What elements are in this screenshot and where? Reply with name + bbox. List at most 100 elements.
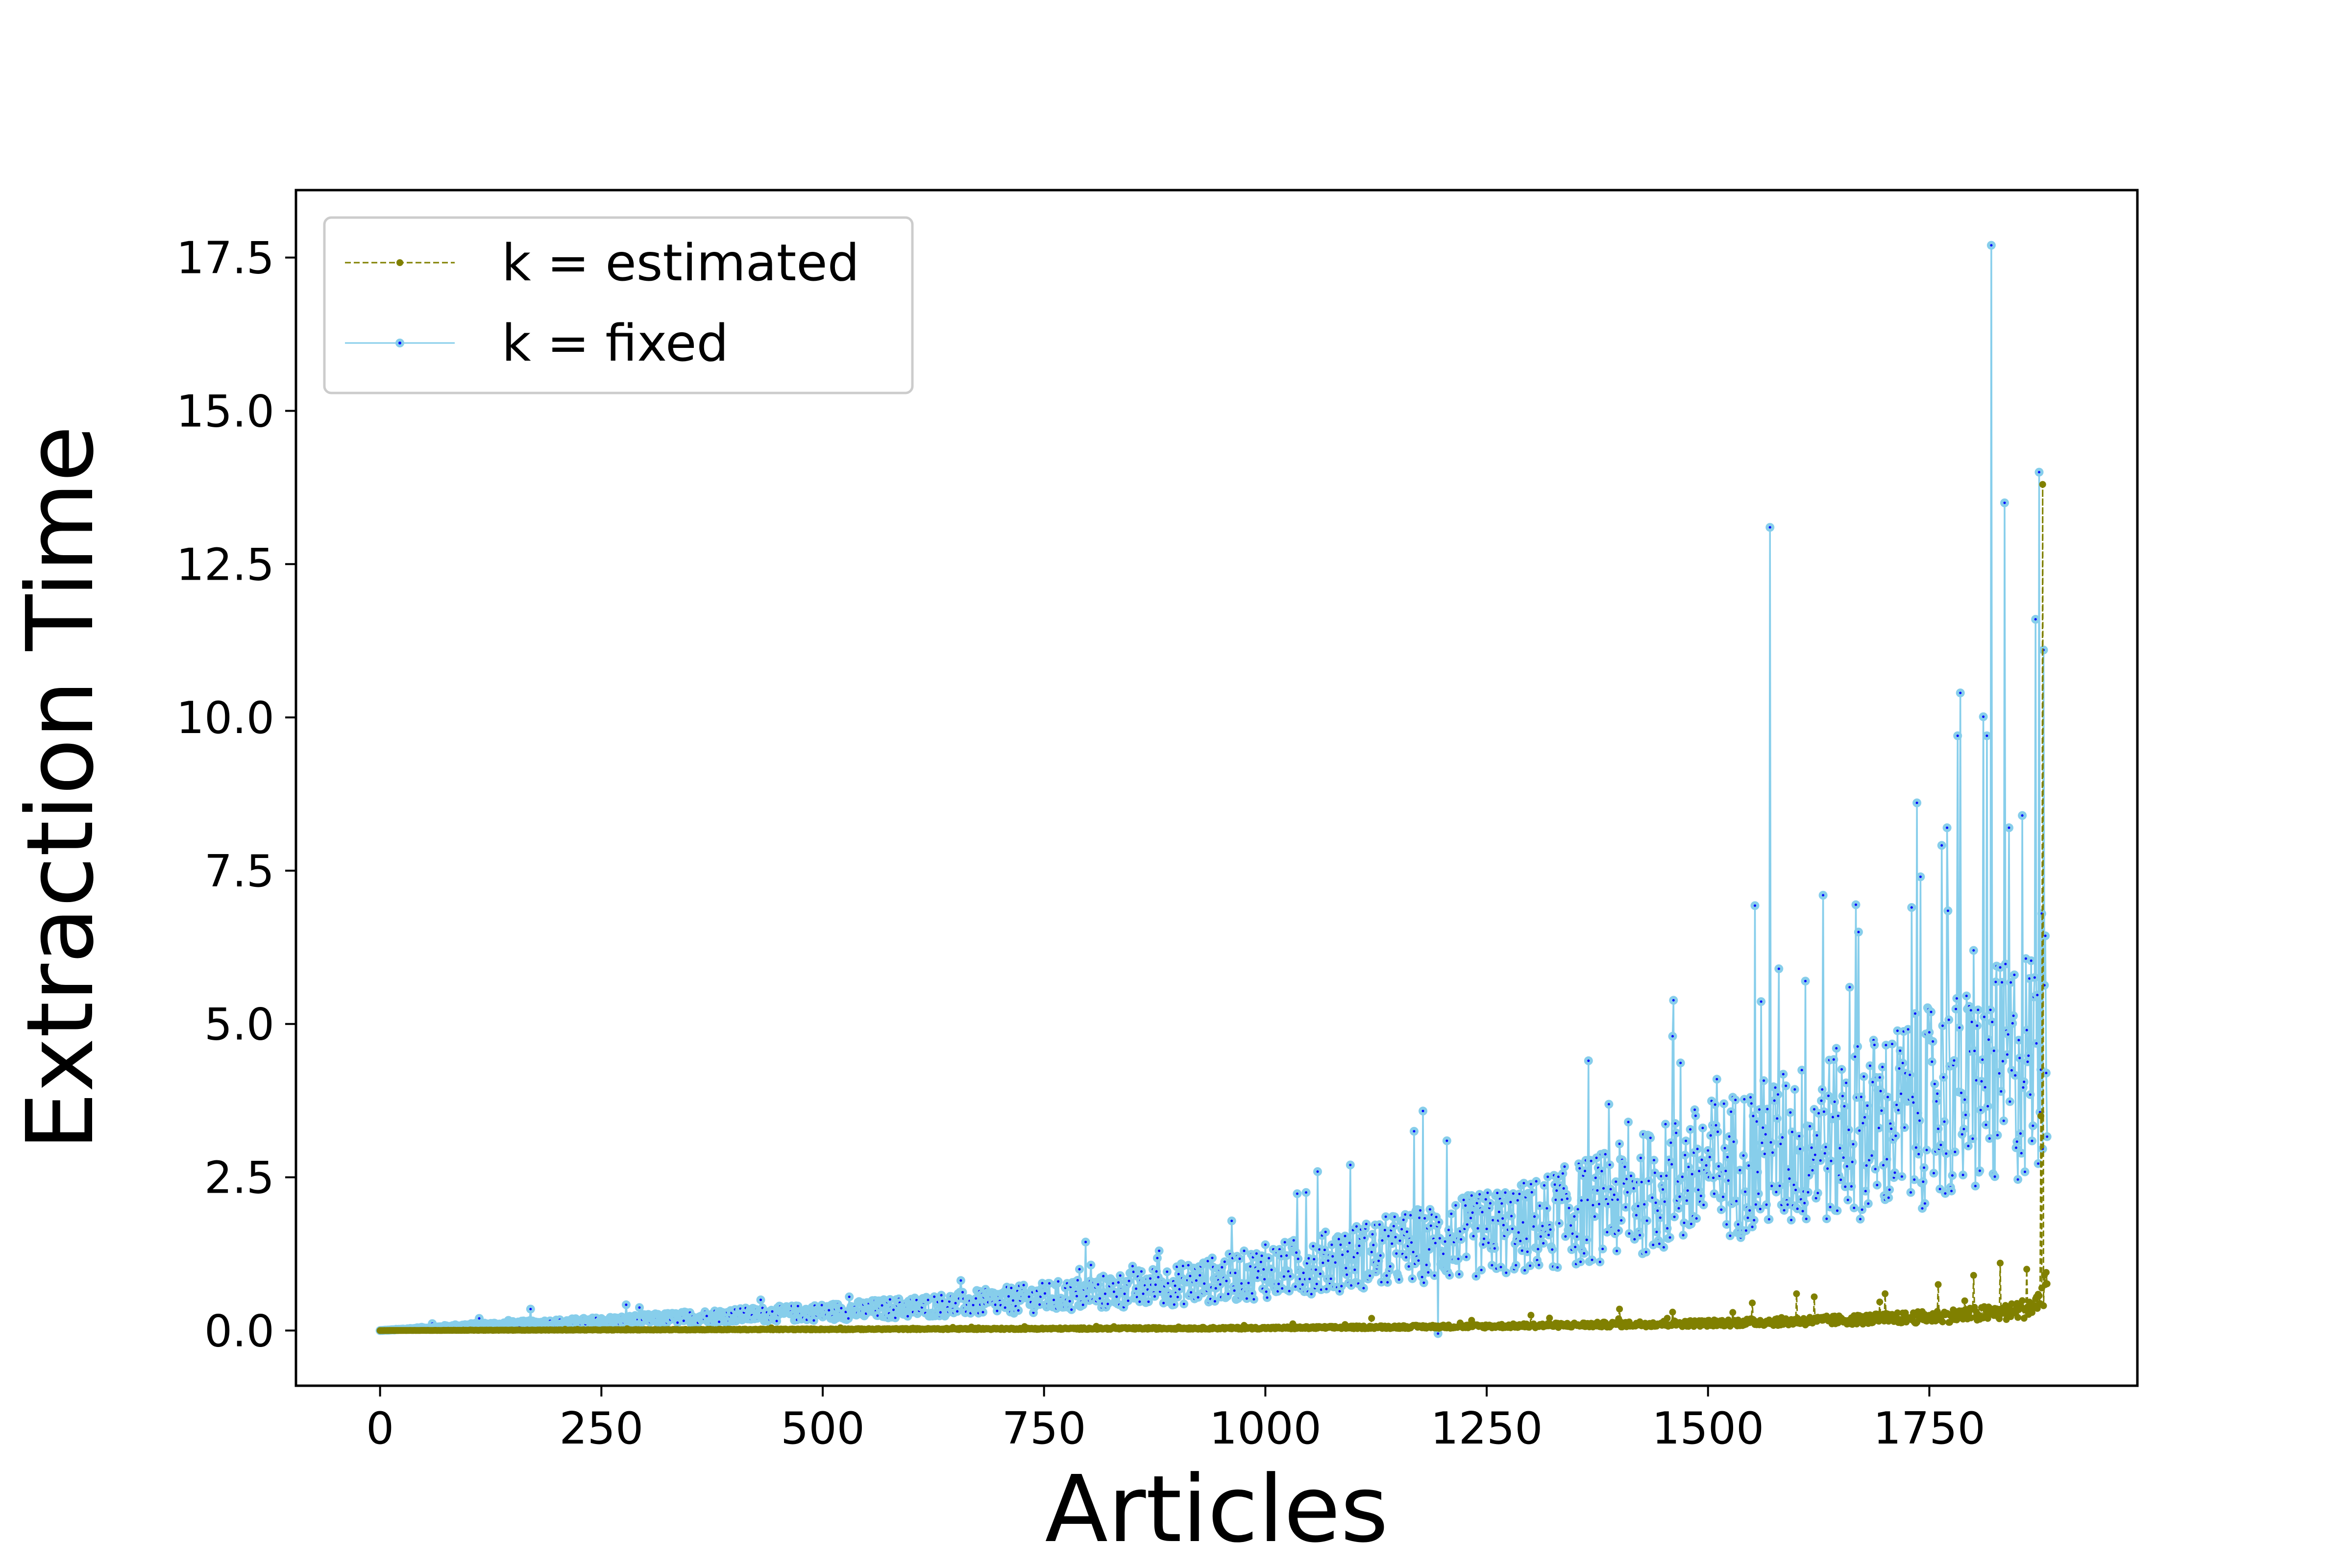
data-point-fixed-center xyxy=(1979,1108,1982,1111)
data-point-fixed-center xyxy=(1252,1298,1255,1301)
data-point-fixed-center xyxy=(1971,1137,1974,1140)
data-point-fixed-center xyxy=(1542,1242,1545,1245)
data-point-fixed-center xyxy=(1520,1249,1523,1252)
data-point-fixed-center xyxy=(1381,1239,1384,1242)
data-point-fixed-center xyxy=(1630,1175,1632,1177)
data-point-fixed-center xyxy=(1822,894,1825,897)
data-point-fixed-center xyxy=(1038,1303,1041,1306)
data-point-fixed-center xyxy=(1173,1303,1176,1306)
data-point-fixed-center xyxy=(1541,1225,1544,1227)
data-point-fixed-center xyxy=(1951,1174,1954,1177)
data-point-fixed-center xyxy=(1826,1167,1829,1170)
data-point-fixed-center xyxy=(1677,1207,1680,1210)
data-point-fixed-center xyxy=(1545,1207,1548,1210)
data-point-fixed-center xyxy=(1935,1100,1938,1103)
data-point-fixed-center xyxy=(1749,1096,1752,1099)
data-point-fixed-center xyxy=(1637,1205,1640,1207)
data-point-fixed-center xyxy=(1822,1110,1825,1113)
data-point-fixed-center xyxy=(718,1321,721,1323)
data-point-fixed-center xyxy=(1894,1134,1897,1137)
data-point-fixed-center xyxy=(1156,1257,1159,1259)
data-point-fixed-center xyxy=(1438,1237,1441,1240)
data-point-fixed-center xyxy=(1447,1228,1450,1231)
data-point-fixed-center xyxy=(1615,1180,1617,1183)
data-point-fixed-center xyxy=(1635,1214,1638,1217)
data-point-fixed-center xyxy=(1515,1264,1518,1267)
data-point-fixed-center xyxy=(1386,1281,1389,1284)
data-point-fixed-center xyxy=(1933,1082,1936,1085)
data-point-fixed-center xyxy=(2045,1072,2048,1075)
data-point-fixed-center xyxy=(1081,1303,1084,1306)
data-point-fixed-center xyxy=(1598,1260,1601,1263)
data-point-fixed-center xyxy=(1901,1062,1904,1064)
data-point-fixed-center xyxy=(1782,1073,1785,1076)
data-point-fixed-center xyxy=(1807,1191,1810,1194)
data-point-fixed-center xyxy=(1690,1223,1692,1225)
data-point-fixed-center xyxy=(1627,1121,1630,1124)
data-point-fixed-center xyxy=(1839,1178,1842,1181)
data-point-fixed-center xyxy=(1517,1231,1520,1234)
data-point-fixed-center xyxy=(1600,1170,1603,1173)
data-point-fixed-center xyxy=(1787,1168,1790,1171)
data-point-fixed-center xyxy=(1845,1165,1848,1168)
data-point-fixed-center xyxy=(1555,1189,1558,1192)
data-point-fixed-center xyxy=(1766,1108,1769,1110)
data-point-fixed-center xyxy=(1829,1205,1832,1208)
data-point-fixed-center xyxy=(1007,1295,1010,1298)
data-point-fixed-center xyxy=(1785,1084,1788,1087)
data-point-fixed-center xyxy=(1939,1144,1942,1147)
data-point-fixed-center xyxy=(1341,1253,1344,1256)
data-point-fixed-center xyxy=(1281,1287,1284,1290)
data-point-fixed-center xyxy=(1535,1180,1538,1183)
data-point-fixed-center xyxy=(1653,1159,1655,1162)
data-point-fixed-center xyxy=(1914,1146,1917,1149)
data-point-fixed-center xyxy=(2001,1060,2004,1063)
data-point-fixed-center xyxy=(529,1308,532,1311)
data-point-fixed-center xyxy=(1285,1254,1288,1257)
data-point-fixed-center xyxy=(1480,1269,1483,1272)
data-point-fixed-center xyxy=(1899,1049,1902,1052)
data-point-fixed-center xyxy=(1562,1187,1565,1190)
data-point-fixed-center xyxy=(1476,1227,1479,1230)
data-point-fixed-center xyxy=(1230,1220,1233,1223)
data-point-fixed-center xyxy=(1478,1193,1481,1196)
data-point-fixed-center xyxy=(1809,1125,1811,1127)
data-point-fixed-center xyxy=(1848,986,1851,989)
data-point-fixed-center xyxy=(1576,1208,1579,1211)
data-point-fixed-center xyxy=(1757,1192,1760,1195)
data-point-fixed-center xyxy=(1877,1127,1880,1129)
data-point-fixed-center xyxy=(1881,1066,1884,1069)
data-point-fixed-center xyxy=(2026,1060,2029,1063)
data-point-fixed-center xyxy=(1298,1277,1301,1280)
data-point-fixed-center xyxy=(1803,1201,1806,1204)
data-point-fixed-center xyxy=(2032,1125,2034,1127)
data-point-fixed-center xyxy=(1801,1210,1804,1213)
data-point-fixed-center xyxy=(1547,1233,1550,1236)
data-point-fixed-center xyxy=(1270,1269,1273,1271)
data-point-fixed-center xyxy=(1786,1203,1789,1206)
data-point-fixed-center xyxy=(1464,1204,1467,1207)
data-point-fixed-center xyxy=(1880,1109,1883,1112)
data-point-fixed-center xyxy=(1643,1203,1646,1206)
data-point-fixed-center xyxy=(1865,1164,1868,1167)
data-point-fixed-center xyxy=(1076,1295,1078,1298)
data-point-fixed-center xyxy=(1696,1148,1699,1151)
data-point-fixed-center xyxy=(1391,1242,1394,1245)
data-point-fixed-center xyxy=(1569,1224,1572,1227)
data-point-fixed-center xyxy=(1919,875,1922,878)
data-point-fixed-center xyxy=(1851,1160,1854,1163)
data-point-fixed-center xyxy=(1685,1139,1688,1142)
data-point-fixed-center xyxy=(1607,1103,1610,1105)
data-point-fixed-center xyxy=(1665,1175,1668,1177)
data-point-fixed-center xyxy=(1142,1292,1145,1295)
data-point-fixed-center xyxy=(1099,1297,1101,1300)
data-point-fixed-center xyxy=(1564,1235,1567,1238)
data-point-fixed-center xyxy=(1602,1187,1605,1190)
data-point-fixed-center xyxy=(1529,1264,1532,1267)
data-point-fixed-center xyxy=(1288,1290,1291,1293)
data-point-fixed-center xyxy=(1412,1250,1415,1253)
data-point-fixed-center xyxy=(1783,1209,1786,1212)
data-point-fixed-center xyxy=(1681,1176,1684,1178)
data-point-fixed-center xyxy=(1967,1145,1970,1148)
data-point-fixed-center xyxy=(1763,1152,1766,1155)
